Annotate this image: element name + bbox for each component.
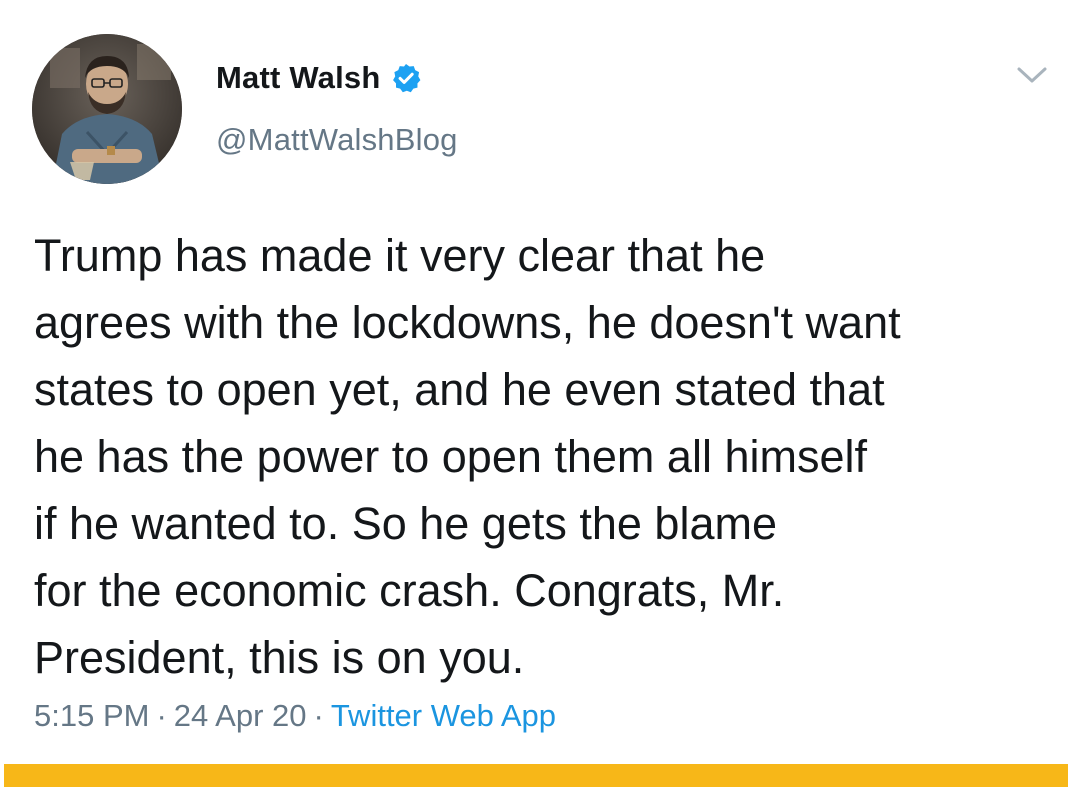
tweet-text: Trump has made it very clear that he agr… (34, 222, 1064, 691)
bottom-accent-bar (4, 764, 1068, 787)
meta-separator: · (313, 698, 324, 733)
tweet-date[interactable]: 24 Apr 20 (173, 698, 307, 733)
meta-separator: · (156, 698, 167, 733)
chevron-down-icon[interactable] (1012, 60, 1052, 90)
verified-badge-icon (390, 62, 422, 94)
tweet-time[interactable]: 5:15 PM (34, 698, 150, 733)
tweet-text-line: for the economic crash. Congrats, Mr. (34, 565, 785, 616)
tweet-text-line: if he wanted to. So he gets the blame (34, 498, 777, 549)
tweet-text-line: he has the power to open them all himsel… (34, 431, 867, 482)
user-handle[interactable]: @MattWalshBlog (216, 122, 458, 157)
tweet-text-line: states to open yet, and he even stated t… (34, 364, 885, 415)
display-name-row: Matt Walsh (216, 58, 422, 98)
avatar[interactable] (32, 34, 182, 184)
tweet-meta: 5:15 PM · 24 Apr 20 · Twitter Web App (34, 698, 556, 734)
tweet-text-line: agrees with the lockdowns, he doesn't wa… (34, 297, 901, 348)
tweet-text-line: President, this is on you. (34, 632, 525, 683)
display-name[interactable]: Matt Walsh (216, 60, 381, 95)
profile-photo (32, 34, 182, 184)
tweet-text-line: Trump has made it very clear that he (34, 230, 766, 281)
source-link[interactable]: Twitter Web App (330, 698, 556, 733)
